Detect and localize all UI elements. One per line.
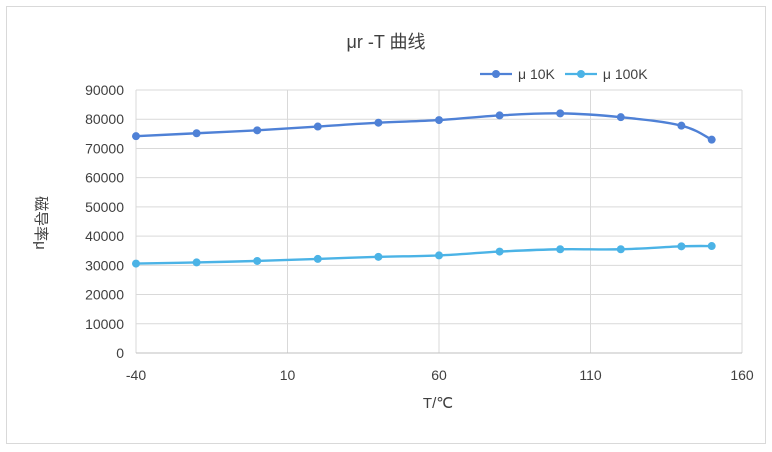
data-point	[677, 242, 686, 251]
legend-swatch-100k-icon	[564, 70, 597, 78]
data-point	[192, 258, 201, 267]
data-point	[253, 256, 262, 265]
y-tick-label: 20000	[85, 287, 124, 303]
y-tick-label: 90000	[85, 82, 124, 98]
series-line-0	[135, 112, 713, 141]
data-point	[556, 109, 565, 118]
chart-legend: μ 10K μ 100K	[478, 66, 656, 82]
data-point	[616, 245, 625, 254]
data-point	[707, 242, 716, 251]
grid-lines	[135, 89, 743, 353]
y-axis-title: 磁导率μ	[32, 196, 49, 250]
series-lines	[132, 109, 716, 268]
legend-item-100k: μ 100K	[563, 66, 648, 82]
data-point	[495, 111, 504, 120]
data-point	[435, 251, 443, 260]
x-tick-label: 110	[579, 367, 602, 383]
data-point	[374, 118, 383, 127]
legend-label-10k: μ 10K	[518, 66, 555, 82]
y-tick-label: 30000	[85, 257, 124, 273]
y-tick-label: 70000	[85, 140, 124, 156]
chart-frame	[6, 6, 766, 444]
legend-swatch-10k-icon	[480, 70, 512, 78]
data-point	[253, 126, 262, 135]
chart-title: μr -T 曲线	[346, 32, 426, 52]
data-point	[132, 259, 140, 268]
y-tick-label: 60000	[85, 170, 124, 186]
x-axis-title: T/℃	[423, 395, 453, 412]
tick-labels: 0 10000 20000 30000 40000 50000 60000 70000 8000…	[85, 82, 754, 383]
data-point	[556, 245, 565, 254]
x-tick-label: 160	[730, 367, 754, 383]
data-point	[435, 116, 443, 125]
legend-label-100k: μ 100K	[602, 66, 648, 82]
data-point	[707, 135, 716, 144]
series-line-1	[135, 244, 712, 265]
data-point	[495, 247, 504, 256]
x-tick-label: -40	[126, 367, 146, 383]
y-tick-label: 40000	[85, 228, 124, 244]
data-point	[677, 121, 686, 130]
data-point	[313, 122, 322, 131]
data-point	[192, 129, 201, 138]
data-point	[313, 254, 322, 263]
x-tick-label: 60	[431, 367, 447, 383]
y-tick-label: 80000	[85, 111, 124, 127]
x-tick-label: 10	[280, 367, 296, 383]
legend-item-10k: μ 10K	[478, 66, 555, 82]
data-point	[374, 252, 383, 261]
data-point	[616, 113, 625, 122]
y-tick-label: 0	[116, 345, 124, 361]
y-tick-label: 50000	[85, 199, 124, 215]
data-point	[132, 132, 140, 141]
y-tick-label: 10000	[85, 316, 124, 332]
